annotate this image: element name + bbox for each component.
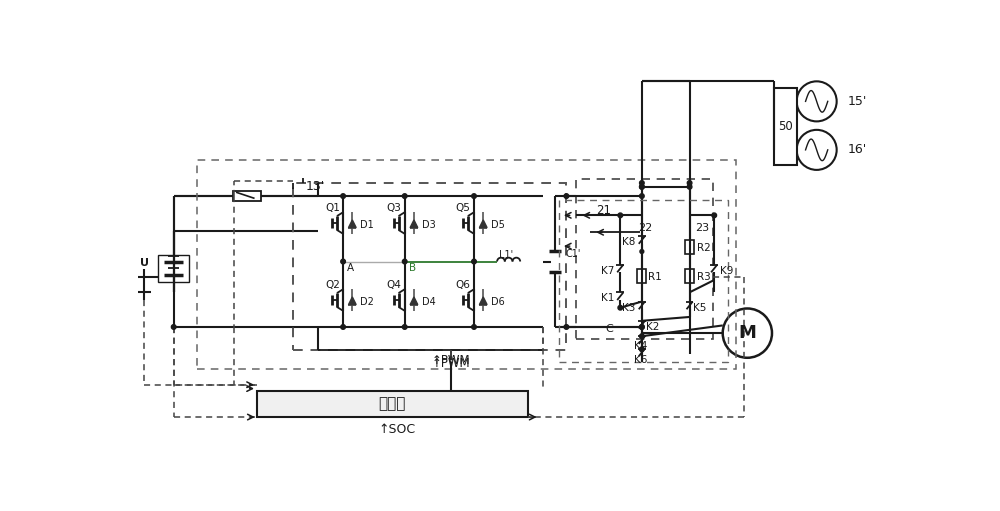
- Circle shape: [402, 324, 407, 329]
- Text: K3: K3: [622, 303, 636, 313]
- Text: D4: D4: [422, 296, 435, 307]
- Circle shape: [640, 347, 644, 352]
- Text: Q1: Q1: [325, 203, 340, 214]
- Text: Q5: Q5: [456, 203, 471, 214]
- Circle shape: [402, 259, 407, 264]
- Circle shape: [472, 324, 476, 329]
- Text: 50: 50: [778, 120, 793, 133]
- Circle shape: [341, 259, 345, 264]
- Circle shape: [797, 81, 837, 122]
- Text: 16': 16': [847, 144, 867, 156]
- Text: K2: K2: [646, 322, 659, 332]
- Circle shape: [640, 184, 644, 189]
- Polygon shape: [348, 220, 356, 227]
- Text: Q2: Q2: [325, 281, 340, 290]
- Text: Q3: Q3: [386, 203, 401, 214]
- Circle shape: [640, 324, 644, 329]
- Text: D6: D6: [491, 296, 505, 307]
- Text: K5: K5: [693, 303, 707, 313]
- Circle shape: [564, 194, 569, 198]
- Polygon shape: [479, 220, 487, 227]
- Circle shape: [687, 181, 692, 185]
- Text: ↑SOC: ↑SOC: [378, 423, 416, 436]
- Text: B: B: [409, 263, 416, 273]
- Text: K4: K4: [634, 341, 647, 351]
- Text: C: C: [605, 324, 613, 334]
- Circle shape: [712, 213, 717, 218]
- Bar: [158, 256, 189, 282]
- Bar: [774, 88, 797, 165]
- Text: 22: 22: [638, 223, 652, 233]
- Text: K6: K6: [634, 355, 647, 365]
- Text: K9: K9: [720, 266, 734, 276]
- Text: R1: R1: [648, 272, 662, 282]
- Bar: [685, 269, 694, 283]
- Circle shape: [640, 184, 644, 189]
- Polygon shape: [410, 297, 418, 305]
- Bar: [197, 160, 736, 369]
- Text: R2: R2: [697, 243, 711, 252]
- Text: 13': 13': [306, 179, 325, 193]
- Text: A: A: [347, 263, 354, 273]
- Bar: [637, 269, 646, 283]
- Circle shape: [723, 309, 772, 358]
- Polygon shape: [479, 297, 487, 305]
- Text: K8: K8: [622, 237, 636, 247]
- Text: 23: 23: [695, 223, 709, 233]
- Bar: [685, 240, 694, 254]
- Polygon shape: [410, 220, 418, 227]
- Bar: [293, 183, 566, 350]
- Text: D2: D2: [360, 296, 374, 307]
- Text: 控制器: 控制器: [379, 397, 406, 411]
- Circle shape: [640, 334, 644, 338]
- Circle shape: [472, 194, 476, 198]
- Bar: [576, 179, 713, 338]
- Text: D3: D3: [422, 220, 435, 229]
- Text: R3: R3: [697, 272, 711, 282]
- Circle shape: [797, 130, 837, 170]
- Text: D1: D1: [360, 220, 374, 229]
- Text: L1': L1': [499, 250, 513, 261]
- Text: 15': 15': [847, 95, 867, 108]
- Text: Q6: Q6: [456, 281, 471, 290]
- Circle shape: [171, 324, 176, 329]
- Text: 21: 21: [596, 204, 611, 217]
- Text: ↑PWM: ↑PWM: [432, 354, 470, 366]
- Bar: [233, 191, 261, 201]
- Circle shape: [618, 213, 623, 218]
- Polygon shape: [348, 297, 356, 305]
- Circle shape: [341, 194, 345, 198]
- Circle shape: [402, 194, 407, 198]
- Circle shape: [564, 324, 569, 329]
- Text: Q4: Q4: [386, 281, 401, 290]
- Circle shape: [640, 249, 644, 253]
- Text: K7: K7: [601, 266, 614, 276]
- Circle shape: [687, 184, 692, 189]
- Text: U: U: [140, 258, 149, 268]
- Text: C1': C1': [566, 249, 581, 259]
- Text: M: M: [738, 324, 756, 342]
- Circle shape: [618, 306, 623, 310]
- Bar: [559, 200, 728, 362]
- Circle shape: [640, 194, 644, 198]
- Circle shape: [640, 181, 644, 185]
- Text: D5: D5: [491, 220, 505, 229]
- Circle shape: [472, 259, 476, 264]
- Bar: [257, 391, 528, 417]
- Circle shape: [640, 324, 644, 329]
- Circle shape: [341, 324, 345, 329]
- Text: ↑PWM: ↑PWM: [432, 357, 470, 370]
- Text: K1: K1: [601, 293, 614, 304]
